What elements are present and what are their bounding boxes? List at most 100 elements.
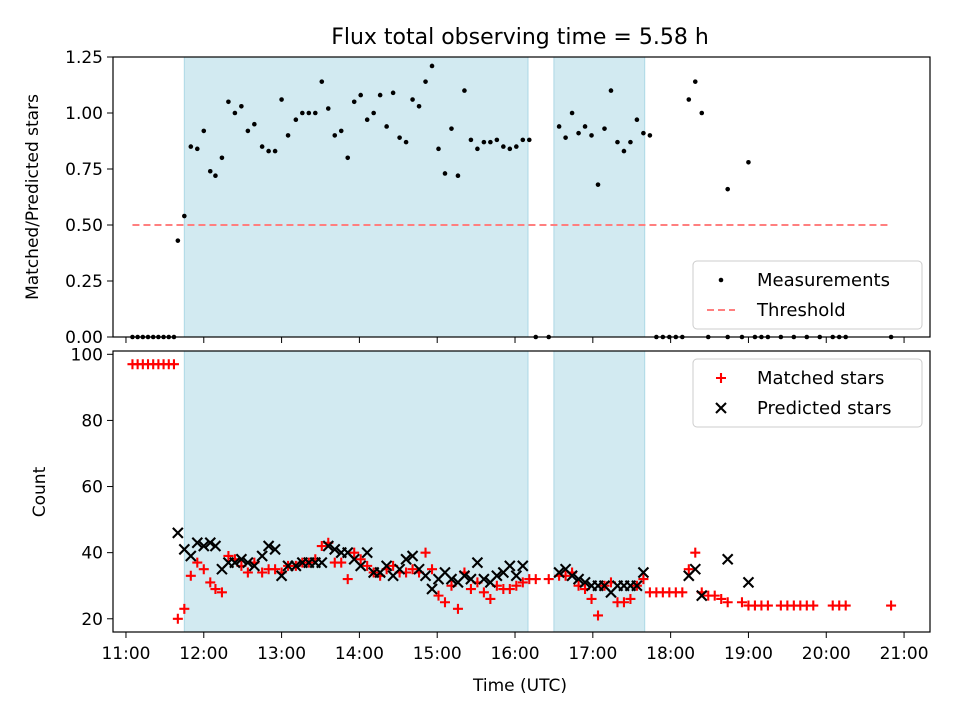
- top-point: [641, 130, 646, 136]
- top-point: [520, 137, 526, 143]
- bottom-point: [808, 600, 819, 611]
- top-point: [455, 173, 461, 179]
- top-point: [252, 121, 257, 127]
- bottom-point: [270, 564, 281, 575]
- top-point: [397, 135, 402, 140]
- bottom-point: [433, 590, 444, 601]
- top-point: [325, 106, 331, 111]
- bottom-point: [242, 567, 253, 578]
- bottom-x-tick-label: 20:00: [802, 644, 851, 664]
- bottom-point: [465, 584, 476, 595]
- top-point: [384, 124, 389, 129]
- bottom-point: [354, 560, 367, 572]
- bottom-point: [216, 587, 227, 598]
- bottom-point: [191, 536, 204, 549]
- top-point: [507, 146, 513, 152]
- top-point: [371, 110, 376, 116]
- bottom-point: [886, 600, 897, 611]
- bottom-point: [342, 574, 353, 585]
- bottom-point: [618, 597, 629, 608]
- top-point: [358, 92, 363, 98]
- bottom-point: [511, 580, 522, 591]
- bottom-point: [316, 541, 327, 552]
- top-point: [488, 139, 493, 145]
- top-point: [595, 182, 601, 187]
- bottom-point: [840, 600, 851, 611]
- bottom-y-tick-label: 60: [81, 478, 103, 498]
- bottom-point: [242, 556, 254, 569]
- top-shaded-interval: [184, 57, 528, 337]
- top-point: [449, 126, 454, 131]
- bottom-point: [349, 547, 360, 558]
- bottom-point: [517, 560, 529, 572]
- top-point: [207, 168, 213, 174]
- top-point: [563, 135, 568, 140]
- top-point: [436, 146, 441, 152]
- top-point: [494, 137, 500, 143]
- bottom-point: [355, 554, 366, 565]
- top-point: [194, 146, 200, 152]
- top-point: [481, 139, 487, 145]
- top-point: [429, 63, 435, 69]
- top-point: [621, 148, 627, 154]
- top-point: [442, 171, 448, 176]
- top-point: [416, 103, 422, 109]
- bottom-point: [465, 573, 477, 585]
- top-y-axis-label: Matched/Predicted stars: [23, 94, 43, 300]
- bottom-point: [420, 547, 431, 558]
- top-point: [576, 130, 581, 136]
- bottom-point: [736, 597, 747, 608]
- bottom-point: [721, 553, 734, 566]
- bottom-point: [198, 540, 210, 552]
- top-point: [608, 88, 614, 93]
- top-point: [364, 117, 370, 123]
- bottom-point: [510, 570, 523, 582]
- bottom-legend: Matched stars Predicted stars: [692, 358, 923, 428]
- top-point: [300, 110, 305, 116]
- bottom-point: [316, 556, 328, 569]
- bottom-point: [566, 570, 578, 582]
- bottom-point: [517, 577, 528, 588]
- bottom-point: [458, 570, 471, 582]
- bottom-point: [579, 576, 591, 589]
- bottom-point: [322, 540, 335, 552]
- top-y-tick-label: 0.75: [65, 160, 103, 180]
- bottom-point: [210, 584, 221, 595]
- bottom-point: [543, 574, 554, 585]
- bottom-point: [419, 570, 432, 582]
- bottom-legend-label: Matched stars: [757, 368, 884, 389]
- top-point: [188, 144, 194, 149]
- bottom-legend-label: Predicted stars: [757, 398, 891, 419]
- bottom-legend-marker: [715, 402, 727, 414]
- bottom-point: [572, 573, 585, 585]
- bottom-point: [209, 540, 222, 552]
- top-point: [266, 148, 271, 154]
- bottom-axes-frame: [112, 350, 931, 633]
- top-point: [647, 133, 653, 138]
- bottom-point: [722, 597, 733, 608]
- top-legend-label: Measurements: [757, 270, 890, 291]
- top-point: [403, 139, 409, 145]
- top-y-tick-label: 1.25: [65, 48, 103, 68]
- top-point: [272, 148, 278, 154]
- top-point: [589, 133, 594, 138]
- bottom-point: [530, 574, 541, 585]
- top-legend: Measurements Threshold: [692, 260, 923, 330]
- top-point: [232, 110, 238, 116]
- top-point: [468, 137, 474, 143]
- bottom-point: [204, 536, 217, 549]
- bottom-point: [631, 579, 643, 592]
- bottom-point: [168, 359, 179, 370]
- bottom-point: [625, 593, 636, 604]
- bottom-point: [690, 547, 701, 558]
- bottom-point: [361, 546, 373, 559]
- bottom-point: [689, 563, 702, 575]
- top-point: [556, 124, 562, 129]
- bottom-point: [205, 577, 216, 588]
- bottom-point: [471, 556, 484, 569]
- bottom-x-tick-label: 14:00: [335, 644, 384, 664]
- top-point: [332, 133, 338, 138]
- bottom-legend-box: [692, 358, 923, 428]
- top-axes-frame: [112, 56, 931, 338]
- bottom-point: [491, 570, 503, 582]
